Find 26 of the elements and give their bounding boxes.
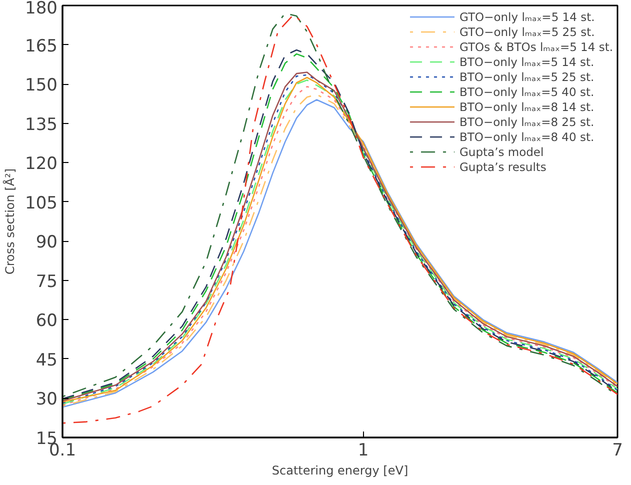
- x-tick-label: 7: [612, 440, 623, 460]
- legend-label: BTO−only lₘₐₓ=8 40 st.: [460, 129, 594, 144]
- y-tick-label: 105: [25, 193, 58, 214]
- y-tick-label: 45: [36, 350, 58, 370]
- y-tick-label: 135: [25, 114, 58, 135]
- legend-label: Gupta’s model: [460, 144, 544, 159]
- legend-label: BTO−only lₘₐₓ=5 40 st.: [460, 84, 594, 99]
- y-tick-label: 150: [25, 76, 58, 96]
- x-axis-title: Scattering energy [eV]: [272, 464, 408, 478]
- y-tick-label: 75: [36, 272, 58, 292]
- y-tick-label: 90: [36, 232, 58, 253]
- legend-label: GTO−only lₘₐₓ=5 14 st.: [460, 9, 595, 24]
- legend-label: GTOs & BTOs lₘₐₓ=5 14 st.: [460, 39, 613, 54]
- y-tick-label: 165: [25, 36, 58, 56]
- x-tick-label: 1: [358, 440, 369, 460]
- legend-label: BTO−only lₘₐₓ=8 14 st.: [460, 99, 594, 114]
- y-tick-label: 30: [36, 390, 58, 410]
- y-tick-label: 60: [36, 311, 58, 332]
- legend-label: Gupta’s results: [460, 159, 546, 174]
- y-axis-title: Cross section [Å²]: [2, 168, 18, 275]
- legend-label: BTO−only lₘₐₓ=8 25 st.: [460, 114, 594, 129]
- legend-label: BTO−only lₘₐₓ=5 25 st.: [460, 69, 594, 84]
- y-tick-label: 180: [25, 0, 58, 18]
- legend-label: BTO−only lₘₐₓ=5 14 st.: [460, 54, 594, 69]
- y-tick-label: 120: [25, 154, 58, 174]
- legend-label: GTO−only lₘₐₓ=5 25 st.: [460, 24, 595, 39]
